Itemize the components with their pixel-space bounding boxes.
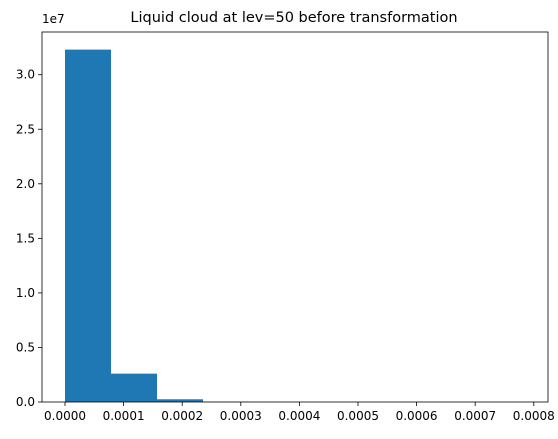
x-tick-label-4: 0.0003 bbox=[220, 409, 262, 423]
x-tick-label-2: 0.0001 bbox=[103, 409, 145, 423]
y-tick-label-1: 0.0 bbox=[16, 395, 35, 409]
x-tick-label-8: 0.0007 bbox=[454, 409, 496, 423]
y-tick-label-2: 0.5 bbox=[16, 340, 35, 354]
histogram-bar-3 bbox=[157, 399, 203, 402]
y-tick-label-3: 1.0 bbox=[16, 286, 35, 300]
x-axis-ticks: 0.0000 0.0001 0.0002 0.0003 0.0004 0.0005 0.00… bbox=[44, 402, 555, 423]
y-tick-label-6: 2.5 bbox=[16, 122, 35, 136]
histogram-bar-2 bbox=[111, 374, 157, 402]
y-tick-label-5: 2.0 bbox=[16, 177, 35, 191]
y-tick-label-4: 1.5 bbox=[16, 231, 35, 245]
x-tick-label-6: 0.0005 bbox=[337, 409, 379, 423]
plot-frame bbox=[42, 32, 548, 402]
x-tick-label-5: 0.0004 bbox=[278, 409, 320, 423]
y-tick-label-7: 3.0 bbox=[16, 68, 35, 82]
bars-layer bbox=[65, 50, 525, 402]
x-tick-label-1: 0.0000 bbox=[44, 409, 86, 423]
x-tick-label-9: 0.0008 bbox=[513, 409, 555, 423]
y-axis-ticks: 0.0 0.5 1.0 1.5 2.0 2.5 3.0 bbox=[16, 68, 42, 409]
chart-title: Liquid cloud at lev=50 before transforma… bbox=[130, 10, 457, 26]
y-axis-offset-label: 1e7 bbox=[42, 12, 65, 26]
axes-layer bbox=[42, 32, 548, 402]
x-tick-label-3: 0.0002 bbox=[161, 409, 203, 423]
histogram-bar-1 bbox=[65, 50, 111, 402]
x-tick-label-7: 0.0006 bbox=[396, 409, 438, 423]
